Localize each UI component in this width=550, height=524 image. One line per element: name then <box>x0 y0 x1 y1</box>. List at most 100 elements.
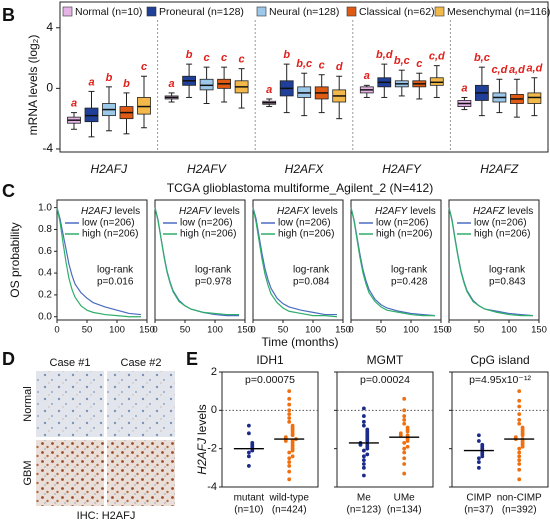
data-point <box>405 433 410 438</box>
data-point <box>361 462 366 466</box>
data-point <box>402 396 407 401</box>
x-tick-label: 0 <box>446 325 451 336</box>
panel-title: MGMT <box>367 353 404 367</box>
group-label: Me <box>357 493 371 504</box>
plot-frame <box>350 199 442 321</box>
significance-letter: a <box>169 78 175 90</box>
plot-frame <box>56 199 148 321</box>
data-point <box>402 450 407 455</box>
survival-curve <box>154 207 239 316</box>
y-tick-label: 0 <box>211 404 217 416</box>
legend-label: Classical (n=62) <box>359 6 435 18</box>
y-tick-label: 4 <box>46 20 53 34</box>
group-count: (n=392) <box>502 505 537 516</box>
data-point <box>517 454 522 459</box>
y-axis-label: OS probability <box>8 222 22 297</box>
significance-letter: a <box>461 82 467 94</box>
data-point <box>246 431 251 436</box>
significance-letter: c,d <box>429 51 445 63</box>
significance-letter: b <box>106 72 113 84</box>
y-axis-label: mRNA levels (log₂) <box>26 35 40 136</box>
data-point <box>365 427 370 432</box>
ihc-image <box>107 371 175 437</box>
x-tick-label: 100 <box>403 325 419 336</box>
legend-swatch <box>346 6 357 17</box>
data-point <box>405 425 410 430</box>
significance-letter: c <box>141 61 147 73</box>
data-point <box>517 450 522 455</box>
row-label: Normal <box>22 386 34 421</box>
x-tick-label: 150 <box>531 325 547 336</box>
significance-letter: a <box>266 84 272 96</box>
legend-swatch <box>146 6 157 17</box>
data-point <box>287 412 292 417</box>
data-point <box>361 414 366 418</box>
panel-label: D <box>2 349 15 369</box>
x-tick-label: 50 <box>474 325 485 336</box>
gene-name: H2AFX <box>277 206 310 217</box>
row-label: GBM <box>22 460 34 485</box>
legend-label: low (n=206) <box>278 218 331 229</box>
stat-label: log-rank <box>195 265 232 276</box>
significance-letter: a <box>71 98 77 110</box>
significance-letter: a,d <box>509 64 525 76</box>
panel-title: IDH1 <box>256 353 284 367</box>
data-point <box>246 454 251 459</box>
p-value: p=0.00024 <box>360 374 410 386</box>
significance-letter: a <box>364 70 370 82</box>
x-tick-label: 100 <box>501 325 517 336</box>
data-point <box>361 465 366 470</box>
data-point <box>517 404 522 409</box>
panel-heading: H2AFJ levels <box>81 206 140 217</box>
significance-letter: b <box>186 49 193 61</box>
data-point <box>402 471 407 476</box>
plot-frame <box>451 371 549 488</box>
group-label: CIMP <box>466 493 491 504</box>
data-point <box>365 452 370 457</box>
survival-curve <box>56 207 142 316</box>
data-point <box>520 425 525 430</box>
panel-heading: H2AFX levels <box>277 206 338 217</box>
data-point <box>517 446 522 451</box>
data-point <box>513 435 518 440</box>
x-tick-label: 0 <box>348 325 353 336</box>
significance-letter: c <box>204 52 210 64</box>
stat-label: log-rank <box>489 265 526 276</box>
significance-letter: b <box>283 49 290 61</box>
significance-letter: a <box>88 76 94 88</box>
group-count: (n=10) <box>234 505 263 516</box>
column-label: Case #1 <box>50 357 91 369</box>
y-tick-label: 1.0 <box>38 202 52 213</box>
y-tick-label: -4 <box>42 141 53 155</box>
data-point <box>287 402 292 407</box>
survival-curve <box>448 207 533 317</box>
x-tick-label: 50 <box>278 325 289 336</box>
significance-letter: c <box>416 58 422 70</box>
significance-letter: d <box>336 61 343 73</box>
legend-label: low (n=206) <box>474 218 527 229</box>
data-point <box>402 421 407 426</box>
gene-name: H2AFJ <box>81 206 113 217</box>
data-point <box>517 467 522 472</box>
legend-label: high (n=206) <box>180 229 236 240</box>
plot-frame <box>59 1 549 153</box>
x-tick-label: 0 <box>152 325 157 336</box>
x-tick-label: 50 <box>180 325 191 336</box>
legend-label: high (n=206) <box>474 229 530 240</box>
y-tick-label: 0.4 <box>38 268 52 279</box>
legend-label: low (n=206) <box>376 218 429 229</box>
stat-label: log-rank <box>97 265 134 276</box>
legend-label: low (n=206) <box>82 218 135 229</box>
data-point <box>517 421 522 426</box>
legend-label: Normal (n=10) <box>75 6 142 18</box>
data-point <box>402 446 407 451</box>
group-count: (n=134) <box>387 505 422 516</box>
heading-suffix: levels <box>410 206 436 217</box>
data-point <box>517 458 522 463</box>
x-tick-label: H2AFJ <box>90 162 128 176</box>
group-label: UMe <box>394 493 416 504</box>
data-point <box>290 439 295 443</box>
data-point <box>361 448 366 453</box>
panel-heading: H2AFV levels <box>179 206 240 217</box>
y-tick-label: 0.0 <box>38 311 52 322</box>
